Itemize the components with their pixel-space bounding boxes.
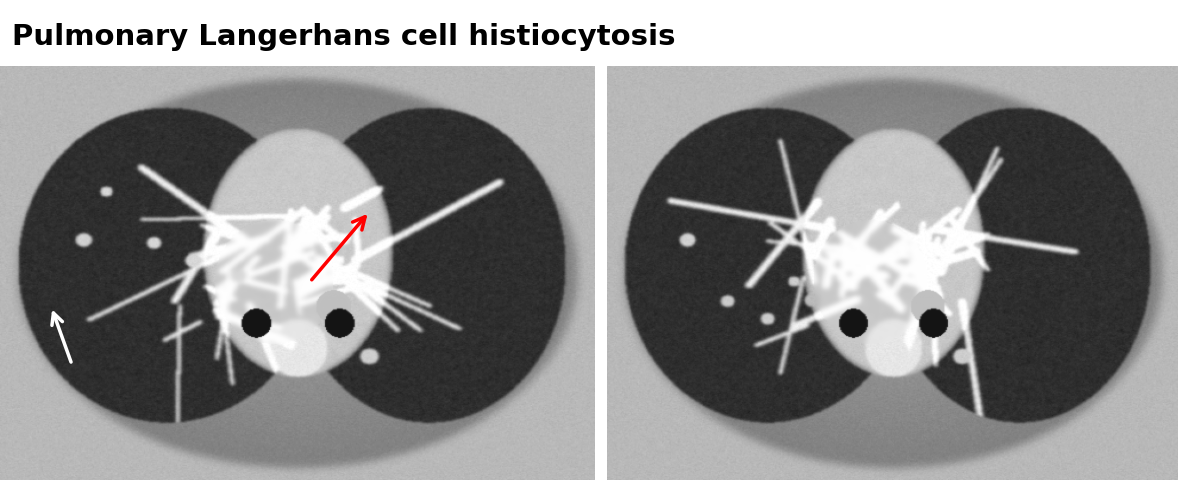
Text: Pulmonary Langerhans cell histiocytosis: Pulmonary Langerhans cell histiocytosis bbox=[12, 23, 675, 51]
